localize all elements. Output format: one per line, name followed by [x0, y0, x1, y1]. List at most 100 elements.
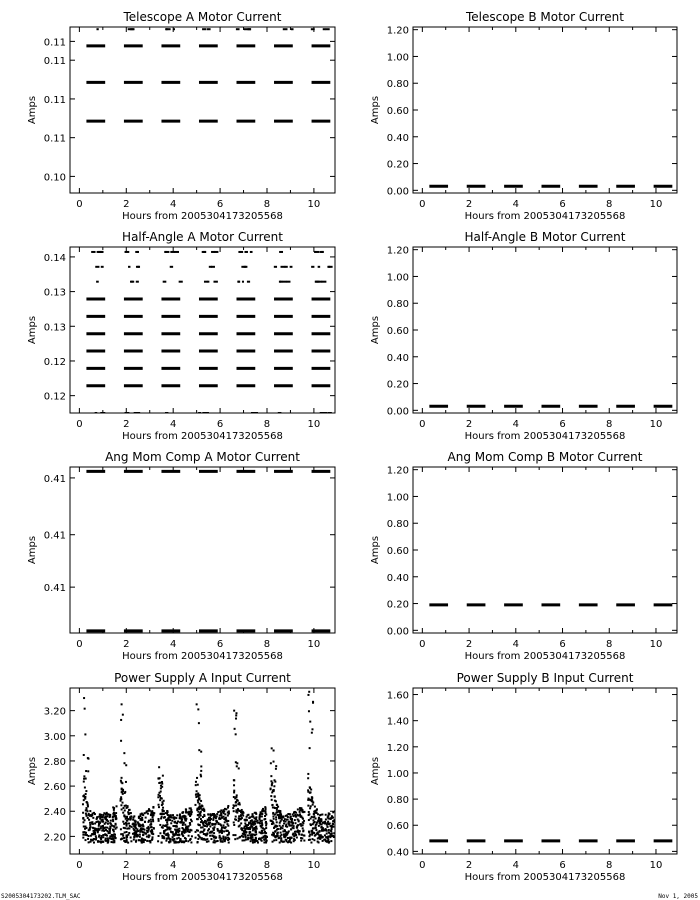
data-point [272, 832, 275, 835]
data-point [167, 834, 170, 837]
data-point [277, 815, 280, 818]
data-point [275, 821, 278, 824]
data-point [86, 816, 89, 819]
data-point [309, 786, 312, 789]
data-point [339, 840, 341, 842]
data-point [186, 826, 189, 829]
data-point [284, 820, 287, 823]
data-point [277, 809, 280, 812]
data-point [124, 821, 127, 824]
data-point [196, 818, 199, 821]
data-point [294, 813, 297, 816]
data-point [114, 827, 117, 830]
data-point [86, 803, 89, 806]
data-point [188, 822, 191, 825]
data-point [253, 820, 256, 823]
data-point [91, 250, 96, 253]
data-point [96, 280, 99, 283]
data-point [142, 831, 145, 834]
data-point [194, 830, 197, 833]
y-axis-label: Amps [370, 96, 381, 124]
data-point [93, 811, 96, 814]
data-point [140, 839, 143, 842]
data-point [328, 813, 331, 816]
data-point [143, 820, 146, 823]
data-point [218, 834, 221, 837]
data-point [238, 815, 241, 818]
data-point [179, 815, 182, 818]
data-point [100, 838, 103, 841]
data-point [340, 831, 342, 833]
data-point [150, 831, 153, 834]
data-point [284, 832, 287, 835]
data-point [278, 841, 281, 844]
data-point [254, 830, 257, 833]
data-point [221, 831, 224, 834]
data-point [244, 835, 247, 838]
data-point [197, 834, 200, 837]
data-point [93, 833, 96, 836]
x-tick-label: 10 [650, 199, 663, 210]
data-point [129, 280, 133, 283]
data-point [246, 280, 251, 283]
data-point [241, 280, 244, 283]
data-point [111, 835, 114, 838]
y-axis-label: Amps [370, 757, 381, 785]
y-tick-label: 1.40 [387, 717, 409, 728]
data-point [120, 788, 123, 791]
data-point [130, 825, 133, 828]
data-point [340, 831, 342, 833]
data-point [185, 811, 188, 814]
data-point [182, 835, 185, 838]
data-point [125, 836, 128, 839]
data-point [325, 28, 330, 31]
data-point [169, 814, 172, 817]
data-point [238, 801, 241, 804]
data-point [147, 834, 150, 837]
data-point [276, 811, 279, 814]
data-point [280, 813, 283, 816]
x-tick-label: 4 [513, 639, 519, 650]
data-point [294, 832, 297, 835]
data-point [145, 810, 148, 813]
data-point [92, 832, 95, 835]
x-tick-label: 0 [76, 860, 82, 871]
data-point [106, 822, 109, 825]
data-point [173, 833, 176, 836]
data-point [333, 832, 335, 835]
data-point [149, 818, 152, 821]
data-point [269, 787, 272, 790]
data-point [330, 835, 333, 838]
data-point [201, 808, 204, 811]
data-point [333, 820, 335, 823]
data-point [124, 250, 130, 253]
data-point [106, 837, 109, 840]
data-point [122, 834, 125, 837]
data-point [125, 819, 128, 822]
data-point [222, 815, 225, 818]
data-point [338, 840, 340, 842]
data-point [142, 825, 145, 828]
data-point [91, 833, 94, 836]
data-point [314, 250, 317, 253]
y-tick-label: 2.80 [44, 757, 66, 768]
x-tick-label: 0 [419, 419, 425, 430]
data-point [224, 837, 227, 840]
data-point [137, 822, 140, 825]
x-tick-label: 4 [513, 199, 519, 210]
data-point [176, 841, 179, 844]
x-axis-label: Hours from 2005304173205568 [465, 872, 626, 883]
data-series [86, 250, 333, 413]
data-point [241, 829, 244, 832]
data-point [120, 776, 123, 779]
data-point [320, 826, 323, 829]
data-point [240, 827, 243, 830]
data-point [142, 828, 145, 831]
x-tick-label: 8 [264, 419, 270, 430]
data-point [174, 820, 177, 823]
data-point [276, 832, 279, 835]
data-point [112, 808, 115, 811]
data-point [336, 809, 338, 811]
data-point [198, 835, 201, 838]
data-point [238, 836, 241, 839]
